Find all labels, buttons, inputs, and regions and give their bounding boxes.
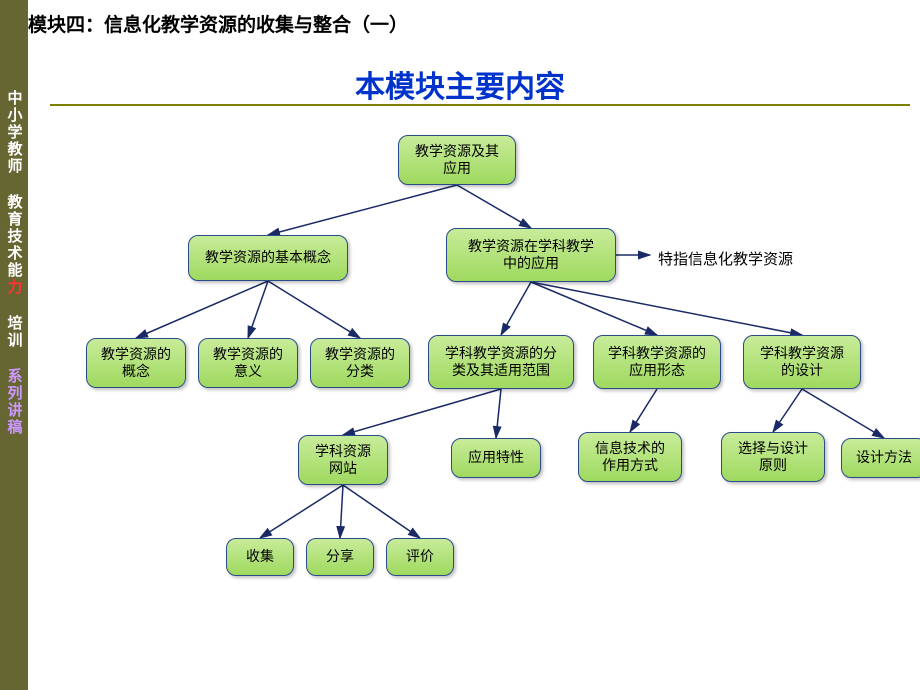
- diagram-node: 选择与设计 原则: [721, 432, 825, 482]
- diagram-node: 分享: [306, 538, 374, 576]
- sidebar-label: 中小学教师 教育技术能力 培训 系列讲稿: [7, 90, 22, 436]
- sidebar-line3: 培训: [6, 315, 23, 349]
- diagram-node: 教学资源的 分类: [310, 338, 410, 388]
- diagram-node: 教学资源的 意义: [198, 338, 298, 388]
- diagram-node: 应用特性: [451, 438, 541, 478]
- diagram-node: 教学资源的 概念: [86, 338, 186, 388]
- diagram-canvas: 教学资源及其 应用教学资源的基本概念 教学资源在学科教学 中的应用教学资源的 概念…: [28, 0, 920, 690]
- sidebar-line2: 教育技术能: [6, 194, 23, 279]
- diagram-node: 教学资源的基本概念: [188, 235, 348, 281]
- side-annotation: 特指信息化教学资源: [658, 248, 793, 269]
- diagram-node: 信息技术的 作用方式: [578, 432, 682, 482]
- sidebar-accent: 力: [6, 279, 23, 296]
- diagram-node: 学科教学资源的分 类及其适用范围: [428, 335, 574, 389]
- diagram-node: 教学资源在学科教学 中的应用: [446, 228, 616, 282]
- diagram-node: 教学资源及其 应用: [398, 135, 516, 185]
- diagram-node: 学科资源 网站: [298, 435, 388, 485]
- diagram-node: 收集: [226, 538, 294, 576]
- diagram-node: 设计方法: [841, 438, 920, 478]
- diagram-node: 评价: [386, 538, 454, 576]
- diagram-node: 学科教学资源的 应用形态: [593, 335, 721, 389]
- sidebar-line4: 系列讲稿: [6, 368, 23, 436]
- diagram-node: 学科教学资源 的设计: [743, 335, 861, 389]
